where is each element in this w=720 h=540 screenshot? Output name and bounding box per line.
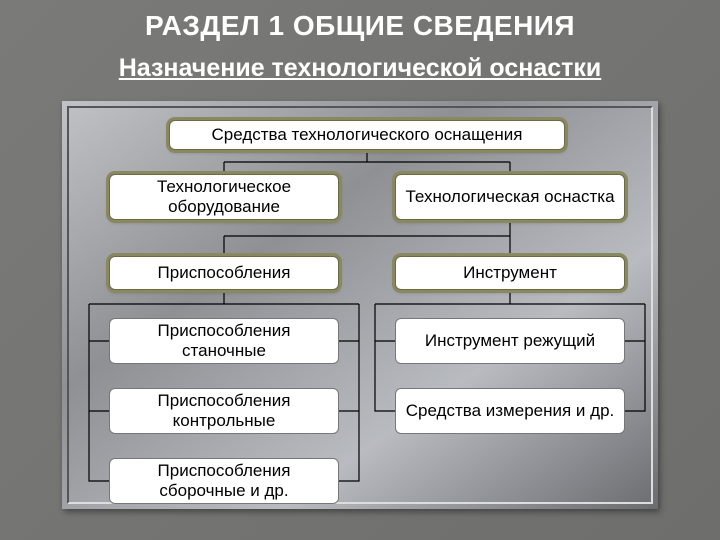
node-root: Средства технологического оснащения [169,120,565,150]
node-instr_cut: Инструмент режущий [395,318,625,364]
node-label: Технологическое оборудование [110,177,338,216]
node-label: Приспособления контрольные [110,391,338,430]
node-label: Инструмент [459,263,561,283]
slide: РАЗДЕЛ 1 ОБЩИЕ СВЕДЕНИЯ Назначение техно… [0,0,720,540]
node-label: Средства измерения и др. [402,401,619,421]
diagram-edges [69,108,655,506]
slide-subtitle: Назначение технологической оснастки [0,54,720,83]
node-instr: Инструмент [395,256,625,290]
node-tooling: Технологическая оснастка [395,174,625,220]
node-equip: Технологическое оборудование [109,174,339,220]
diagram-panel: Средства технологического оснащения Техно… [62,101,658,509]
diagram-inner: Средства технологического оснащения Техно… [67,106,653,504]
node-fix_ctrl: Приспособления контрольные [109,388,339,434]
node-label: Приспособления станочные [110,321,338,360]
node-label: Технологическая оснастка [401,187,618,207]
node-label: Приспособления сборочные и др. [110,461,338,500]
node-label: Средства технологического оснащения [208,125,527,145]
node-label: Приспособления [154,263,295,283]
node-fix_mach: Приспособления станочные [109,318,339,364]
slide-title: РАЗДЕЛ 1 ОБЩИЕ СВЕДЕНИЯ [0,10,720,42]
node-meas: Средства измерения и др. [395,388,625,434]
node-fix_asm: Приспособления сборочные и др. [109,458,339,504]
node-label: Инструмент режущий [421,331,599,351]
node-fixt: Приспособления [109,256,339,290]
